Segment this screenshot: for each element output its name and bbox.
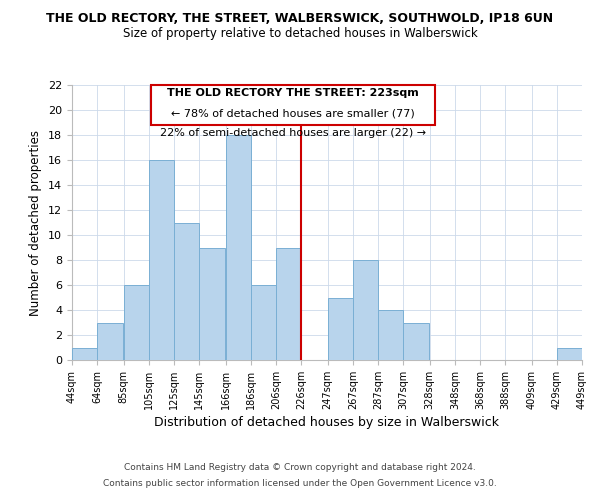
Text: THE OLD RECTORY THE STREET: 223sqm: THE OLD RECTORY THE STREET: 223sqm [167,88,419,98]
FancyBboxPatch shape [151,85,434,125]
Bar [378,310,403,360]
Bar [97,322,124,360]
X-axis label: Distribution of detached houses by size in Walberswick: Distribution of detached houses by size … [155,416,499,429]
Bar [557,348,582,360]
Bar [276,248,301,360]
Bar [251,285,276,360]
Bar [149,160,174,360]
Y-axis label: Number of detached properties: Number of detached properties [29,130,43,316]
Text: Contains public sector information licensed under the Open Government Licence v3: Contains public sector information licen… [103,478,497,488]
Bar [124,285,149,360]
Bar [72,348,97,360]
Text: Size of property relative to detached houses in Walberswick: Size of property relative to detached ho… [122,28,478,40]
Bar [353,260,378,360]
Bar [199,248,226,360]
Bar [174,222,199,360]
Bar [226,135,251,360]
Text: Contains HM Land Registry data © Crown copyright and database right 2024.: Contains HM Land Registry data © Crown c… [124,464,476,472]
Text: ← 78% of detached houses are smaller (77): ← 78% of detached houses are smaller (77… [171,108,415,118]
Bar [403,322,430,360]
Text: THE OLD RECTORY, THE STREET, WALBERSWICK, SOUTHWOLD, IP18 6UN: THE OLD RECTORY, THE STREET, WALBERSWICK… [46,12,554,26]
Text: 22% of semi-detached houses are larger (22) →: 22% of semi-detached houses are larger (… [160,128,426,138]
Bar [328,298,353,360]
